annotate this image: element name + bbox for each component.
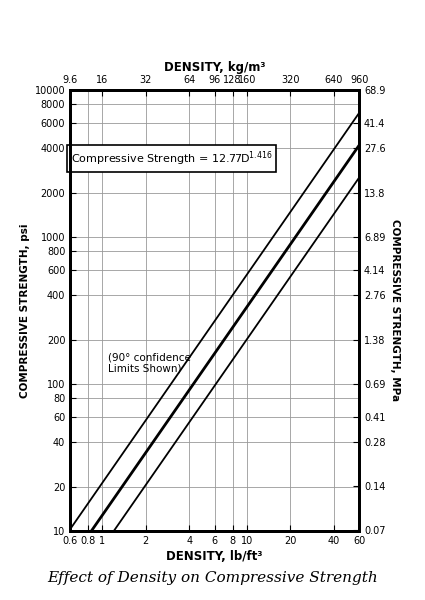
- X-axis label: DENSITY, kg/m³: DENSITY, kg/m³: [164, 61, 265, 74]
- Y-axis label: COMPRESSIVE STRENGTH, psi: COMPRESSIVE STRENGTH, psi: [20, 223, 31, 398]
- Y-axis label: COMPRESSIVE STRENGTH, MPa: COMPRESSIVE STRENGTH, MPa: [390, 220, 400, 401]
- Text: Compressive Strength = 12.77D$^{1.416}$: Compressive Strength = 12.77D$^{1.416}$: [71, 149, 272, 167]
- Text: Effect of Density on Compressive Strength: Effect of Density on Compressive Strengt…: [47, 571, 378, 585]
- Text: (90° confidence
Limits Shown): (90° confidence Limits Shown): [108, 352, 190, 374]
- X-axis label: DENSITY, lb/ft³: DENSITY, lb/ft³: [166, 550, 263, 563]
